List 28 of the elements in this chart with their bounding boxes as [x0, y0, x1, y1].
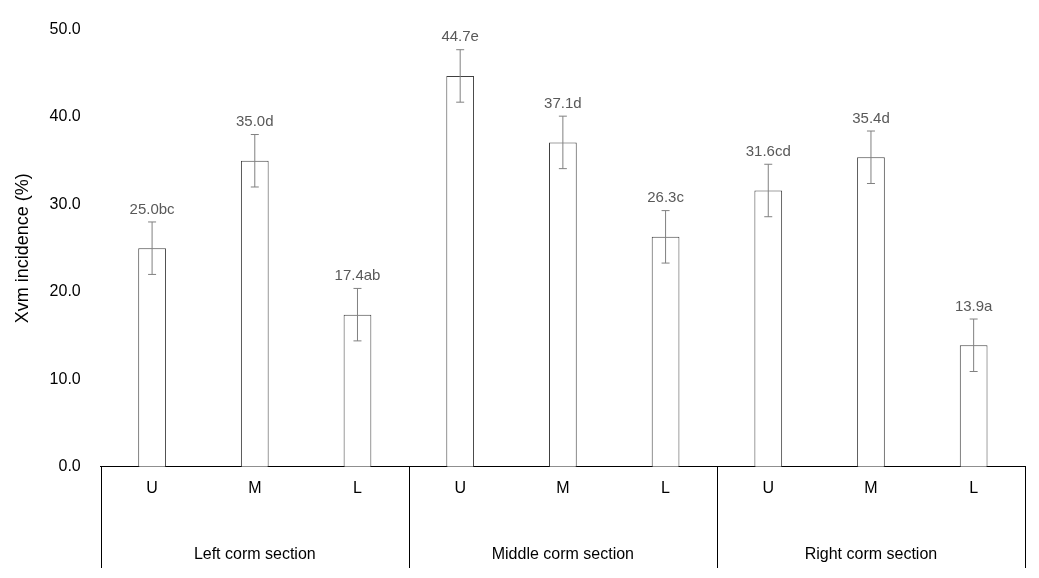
x-tick-label: L	[661, 478, 671, 496]
x-tick-label: U	[762, 478, 775, 496]
y-tick-label: 10.0	[49, 369, 81, 387]
y-tick-label: 50.0	[49, 20, 81, 38]
data-label: 44.7e	[441, 27, 479, 45]
x-tick-label: M	[248, 478, 262, 496]
data-label: 26.3c	[647, 188, 685, 206]
x-tick-label: M	[864, 478, 878, 496]
text: Right corm section	[804, 545, 938, 563]
y-tick-label: 40.0	[49, 107, 81, 125]
text: Left corm section	[193, 545, 316, 563]
x-tick-label: M	[556, 478, 570, 496]
y-tick-label: 30.0	[49, 194, 81, 212]
y-tick-label: 20.0	[49, 282, 81, 300]
x-tick-label: U	[454, 478, 466, 496]
data-label: 25.0bc	[129, 199, 176, 217]
data-label: 31.6cd	[745, 141, 791, 159]
data-label: 13.9a	[954, 296, 994, 314]
data-label: 35.0d	[236, 112, 274, 130]
x-tick-label: U	[146, 478, 158, 496]
data-label: 17.4ab	[334, 266, 381, 284]
x-tick-label: L	[353, 478, 363, 496]
text: Middle corm section	[491, 545, 635, 563]
data-label: 37.1d	[544, 93, 582, 111]
x-tick-label: L	[969, 478, 979, 496]
y-axis-title: Xvm incidence (%)	[11, 173, 32, 324]
y-tick-label: 0.0	[58, 457, 81, 475]
data-label: 35.4d	[852, 108, 890, 126]
